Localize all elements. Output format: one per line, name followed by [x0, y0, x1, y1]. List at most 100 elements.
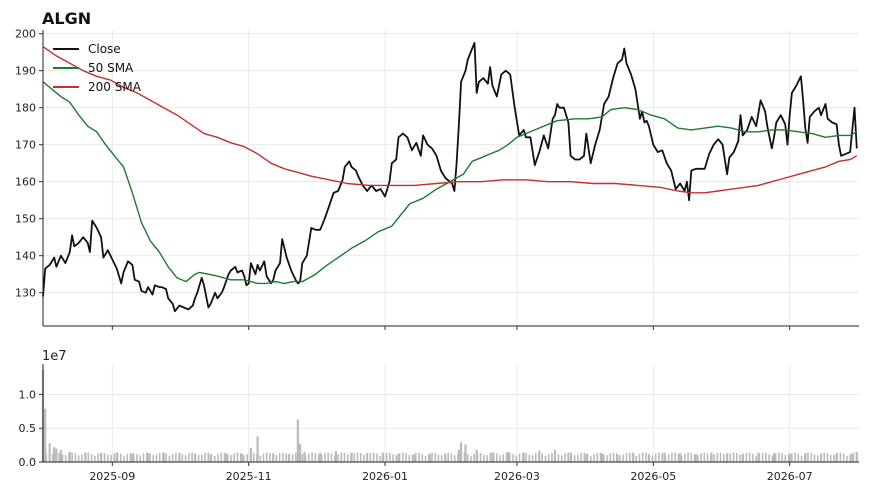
volume-bar	[428, 453, 431, 462]
volume-bar	[697, 454, 699, 462]
x-tick-label: 2026-05	[630, 470, 676, 483]
price-series-lines	[42, 42, 858, 313]
volume-bar	[97, 453, 99, 462]
volume-bar	[191, 452, 193, 462]
volume-bar	[761, 452, 764, 462]
volume-offset-label: 1e7	[42, 349, 67, 364]
volume-bar	[512, 454, 514, 462]
volume-bar	[564, 453, 566, 462]
volume-bar	[209, 454, 212, 462]
volume-bar	[311, 452, 313, 462]
volume-bar	[593, 453, 595, 462]
volume-bar	[829, 455, 832, 462]
volume-bar	[184, 455, 187, 462]
volume-bar	[810, 452, 813, 462]
volume-bar	[679, 453, 682, 462]
volume-bar	[53, 447, 56, 462]
volume-bar	[58, 452, 61, 462]
volume-bar	[534, 453, 537, 462]
x-axis-ticks: 2025-09 2025-11 2026-01 2026-03 2026-05 2026-…	[89, 326, 813, 483]
volume-bar	[343, 452, 346, 462]
volume-bar	[61, 454, 64, 462]
volume-bar	[295, 452, 297, 462]
volume-bar	[803, 453, 806, 462]
volume-bar	[508, 452, 511, 462]
volume-bar	[486, 454, 488, 462]
volume-bar	[431, 452, 433, 462]
volume-bar	[427, 453, 430, 462]
volume-bar	[272, 454, 274, 462]
volume-bar	[820, 453, 822, 462]
volume-bar	[243, 455, 245, 462]
volume-bar	[68, 453, 70, 462]
volume-bar	[252, 452, 255, 462]
volume-bar	[774, 453, 777, 462]
volume-bar	[622, 454, 625, 462]
volume-bar	[757, 452, 760, 462]
volume-bar	[136, 454, 138, 462]
volume-bar	[739, 454, 741, 462]
price-y-tick-label: 190	[15, 65, 36, 78]
volume-bar	[103, 453, 106, 462]
volume-bar	[389, 452, 391, 462]
volume-bar	[638, 453, 641, 462]
volume-bar	[635, 455, 638, 462]
volume-bar	[706, 453, 709, 462]
volume-bar	[145, 452, 148, 462]
volume-bar	[223, 452, 226, 462]
volume-bar	[320, 454, 323, 462]
volume-bar	[225, 453, 228, 462]
volume-bar	[663, 452, 666, 462]
volume-bar	[677, 453, 680, 462]
volume-bar	[506, 451, 510, 462]
volume-bar	[709, 455, 712, 462]
volume-bar	[285, 453, 287, 462]
volume-bar	[269, 452, 271, 462]
volume-bar	[450, 453, 453, 462]
volume-bar	[784, 454, 787, 462]
volume-bar	[359, 453, 362, 462]
volume-bar	[658, 452, 660, 462]
volume-bar	[434, 452, 437, 462]
volume-bar	[81, 454, 83, 462]
volume-bar	[716, 452, 719, 462]
volume-bar	[852, 452, 855, 462]
volume-bar	[476, 452, 479, 462]
volume-bar	[781, 453, 783, 462]
volume-bar	[518, 453, 521, 462]
volume-bar	[171, 453, 174, 462]
volume-bar	[146, 453, 150, 462]
volume-bar	[123, 455, 125, 462]
volume-bar	[217, 453, 219, 462]
volume-bar	[319, 452, 322, 462]
volume-gridlines	[43, 364, 859, 463]
volume-bar	[282, 452, 284, 462]
volume-bar	[68, 451, 71, 462]
volume-bar	[590, 455, 592, 462]
volume-bar	[839, 452, 842, 462]
volume-bar	[214, 455, 216, 462]
price-y-tick-label: 140	[15, 250, 36, 263]
volume-bar	[758, 454, 761, 462]
volume-bar	[301, 454, 304, 462]
volume-bar	[772, 453, 776, 462]
volume-bar	[236, 452, 239, 462]
volume-bar	[87, 452, 90, 462]
price-y-ticks: 130 140 150 160 170 180 190 200	[15, 28, 43, 300]
volume-bar	[807, 452, 809, 462]
volume-bar	[385, 452, 388, 462]
chart-legend: Close 50 SMA 200 SMA	[53, 42, 142, 94]
volume-bar	[113, 453, 116, 462]
volume-bar	[687, 452, 689, 462]
volume-bar	[158, 452, 161, 462]
volume-bar	[849, 453, 851, 462]
volume-bar	[459, 442, 463, 462]
volume-bar	[411, 454, 414, 462]
volume-bar	[395, 455, 398, 462]
volume-bar	[628, 452, 631, 462]
volume-bar	[836, 452, 839, 462]
volume-bar	[457, 449, 460, 462]
volume-bar	[340, 452, 343, 462]
volume-bar	[768, 454, 770, 462]
